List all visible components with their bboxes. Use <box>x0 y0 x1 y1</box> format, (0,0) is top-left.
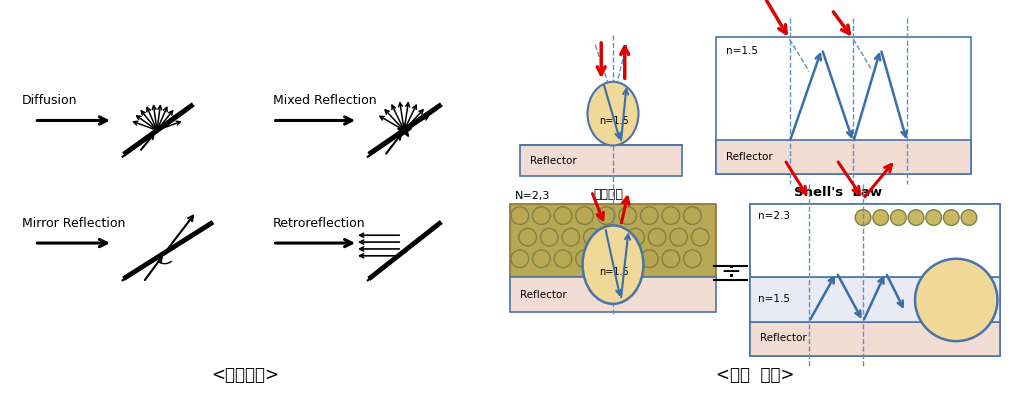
Text: Snell's  Law: Snell's Law <box>794 186 882 199</box>
Ellipse shape <box>587 82 638 146</box>
Bar <box>750 204 1001 356</box>
Text: Retroreflection: Retroreflection <box>273 217 366 230</box>
Bar <box>716 140 971 174</box>
Text: Diffusion: Diffusion <box>21 95 78 107</box>
Text: <반사산란>: <반사산란> <box>211 366 279 385</box>
Bar <box>750 204 1001 277</box>
Text: N=2,3: N=2,3 <box>515 191 550 201</box>
Bar <box>750 277 1001 322</box>
Text: Reflector: Reflector <box>530 156 577 166</box>
Bar <box>750 322 1001 356</box>
Bar <box>510 204 716 277</box>
Text: 재귀반사: 재귀반사 <box>593 188 623 201</box>
Ellipse shape <box>583 225 643 304</box>
Text: n=1.5: n=1.5 <box>599 117 629 126</box>
Text: n=1.5: n=1.5 <box>599 267 629 277</box>
Text: Mirror Reflection: Mirror Reflection <box>21 217 125 230</box>
Circle shape <box>943 210 959 225</box>
Circle shape <box>890 210 907 225</box>
Circle shape <box>856 210 871 225</box>
Text: Reflector: Reflector <box>520 290 567 300</box>
Text: Mixed Reflection: Mixed Reflection <box>273 95 377 107</box>
Text: n=2.3: n=2.3 <box>759 211 790 221</box>
Circle shape <box>961 210 977 225</box>
Text: <제안  기술>: <제안 기술> <box>716 366 794 385</box>
Circle shape <box>915 259 998 341</box>
Bar <box>510 277 716 312</box>
Text: ÷: ÷ <box>720 261 741 284</box>
Bar <box>716 37 971 174</box>
Circle shape <box>926 210 941 225</box>
Bar <box>520 145 682 176</box>
Circle shape <box>908 210 924 225</box>
Circle shape <box>873 210 888 225</box>
Text: Reflector: Reflector <box>760 333 807 343</box>
Text: n=1.5: n=1.5 <box>759 294 790 304</box>
Text: n=1.5: n=1.5 <box>726 46 758 56</box>
Text: Reflector: Reflector <box>726 152 773 162</box>
